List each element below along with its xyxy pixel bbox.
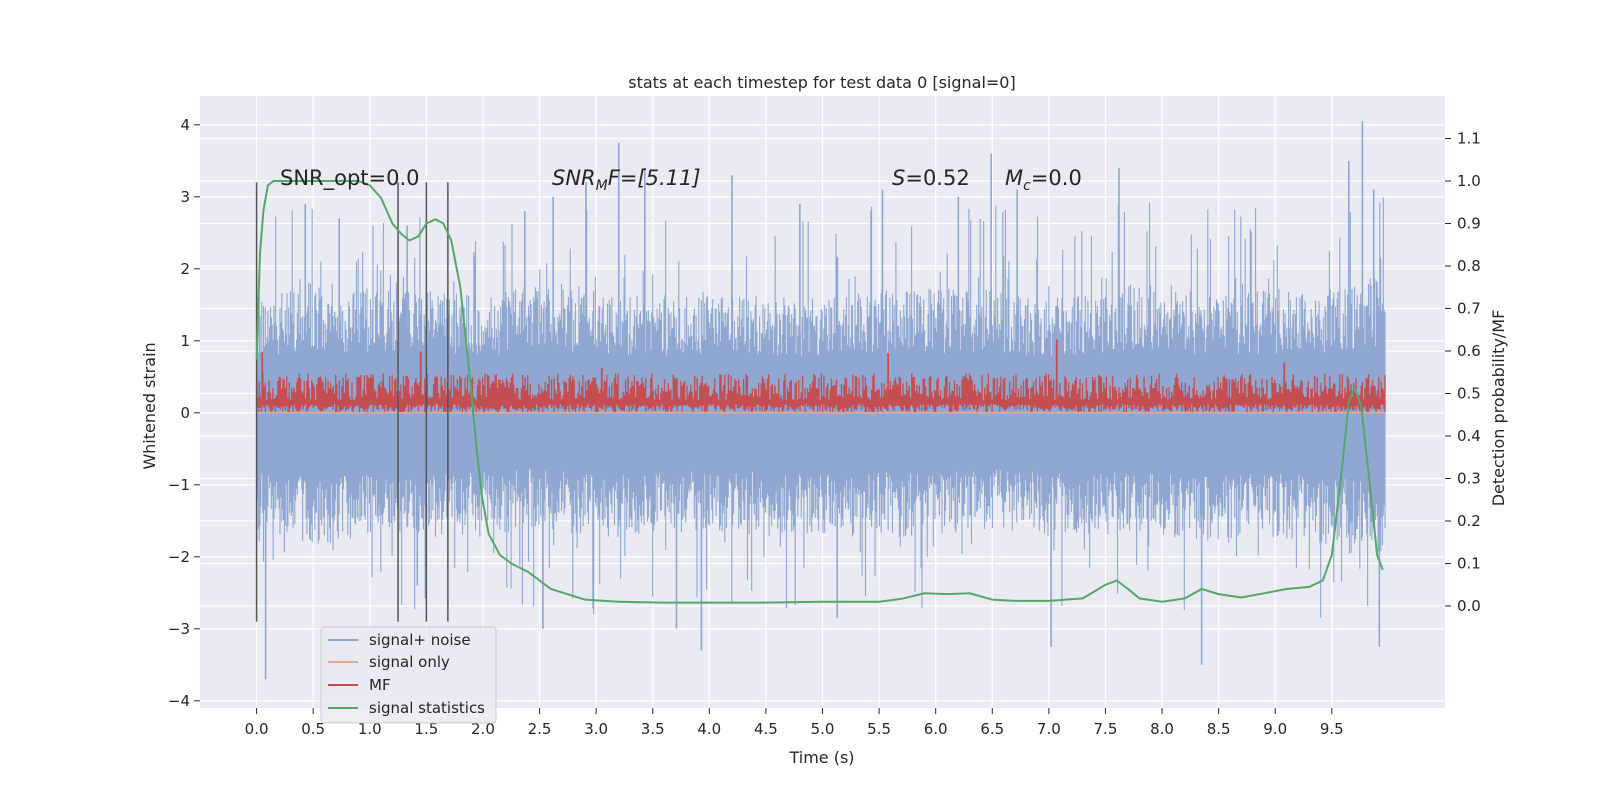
x-tick-label: 9.5: [1320, 720, 1344, 738]
snr-mf-rest: F=[5.11]: [608, 166, 701, 190]
y2-tick-label: 0.7: [1457, 300, 1481, 318]
y-tick-label: −3: [168, 620, 190, 638]
vertical-markers: [255, 182, 449, 622]
y-tick-label: 0: [180, 404, 190, 422]
x-tick-label: 5.0: [811, 720, 835, 738]
y2-tick-label: 0.8: [1457, 257, 1481, 275]
x-tick-label: 1.0: [358, 720, 382, 738]
y2-axis-ticks: 1.1 1.0 0.9 0.8 0.7 0.6 0.5 0.4 0.3 0.2 0.1 0.0: [1445, 130, 1481, 615]
y2-tick-label: 0.1: [1457, 555, 1481, 573]
y2-tick-label: 0.4: [1457, 427, 1481, 445]
s-label: S: [892, 166, 905, 190]
x-tick-label: 3.0: [584, 720, 608, 738]
annotation-snr-mf: SNRMF=[5.11]: [552, 166, 701, 194]
legend-label-signal-noise: signal+ noise: [369, 631, 471, 649]
chart-title: stats at each timestep for test data 0 […: [628, 73, 1015, 92]
y-tick-label: −1: [168, 476, 190, 494]
x-tick-label: 6.5: [980, 720, 1004, 738]
x-tick-label: 2.5: [528, 720, 552, 738]
legend-label-signal-statistics: signal statistics: [369, 699, 485, 717]
y2-tick-label: 1.0: [1457, 172, 1481, 190]
y-tick-label: 2: [180, 260, 190, 278]
annotation-s: S=0.52: [892, 166, 970, 190]
y2-tick-label: 1.1: [1457, 130, 1481, 148]
y2-tick-label: 0.9: [1457, 215, 1481, 233]
x-tick-label: 4.0: [697, 720, 721, 738]
x-tick-label: 2.0: [471, 720, 495, 738]
signal-statistics-line: [255, 180, 1384, 604]
y-tick-label: 3: [180, 188, 190, 206]
mc-base: M: [1005, 166, 1023, 190]
y-tick-label: −4: [168, 692, 190, 710]
x-tick-label: 8.5: [1207, 720, 1231, 738]
y-axis-label: Whitened strain: [140, 342, 159, 469]
y2-tick-label: 0.0: [1457, 597, 1481, 615]
x-axis-label: Time (s): [788, 748, 854, 767]
series-signal-statistics: [255, 180, 1384, 604]
x-tick-label: 6.0: [924, 720, 948, 738]
y-tick-label: 4: [180, 116, 190, 134]
series-mf: [255, 339, 1386, 413]
series-signal-noise: [256, 121, 1386, 680]
x-axis-ticks: 0.0 0.5 1.0 1.5 2.0 2.5 3.0 3.5 4.0 4.5 5.0 5.5 6.0 6…: [245, 708, 1344, 738]
x-tick-label: 8.0: [1150, 720, 1174, 738]
mc-sub: c: [1023, 178, 1031, 194]
x-tick-label: 3.5: [641, 720, 665, 738]
annotation-snr-opt: SNR_opt=0.0: [280, 166, 420, 191]
legend-box: [320, 626, 497, 724]
mc-value: =0.0: [1031, 166, 1082, 190]
y2-tick-label: 0.5: [1457, 385, 1481, 403]
y-axis-ticks: 4 3 2 1 0 −1 −2 −3 −4: [168, 116, 200, 710]
x-tick-label: 0.5: [301, 720, 325, 738]
y2-axis-label: Detection probability/MF: [1489, 310, 1508, 507]
y2-tick-label: 0.6: [1457, 342, 1481, 360]
x-tick-label: 7.5: [1094, 720, 1118, 738]
x-tick-label: 4.5: [754, 720, 778, 738]
x-tick-label: 9.0: [1263, 720, 1287, 738]
legend: signal+ noise signal only MF signal stat…: [320, 626, 497, 724]
x-tick-label: 1.5: [414, 720, 438, 738]
legend-label-signal-only: signal only: [369, 653, 450, 671]
y-tick-label: −2: [168, 548, 190, 566]
y2-tick-label: 0.3: [1457, 470, 1481, 488]
snr-mf-sub: M: [596, 178, 608, 194]
snr-mf-base: SNR: [552, 166, 596, 190]
s-value: =0.52: [905, 166, 969, 190]
y-tick-label: 1: [180, 332, 190, 350]
x-tick-label: 5.5: [867, 720, 891, 738]
legend-label-mf: MF: [369, 676, 391, 694]
x-tick-label: 7.0: [1037, 720, 1061, 738]
x-tick-label: 0.0: [245, 720, 269, 738]
annotation-mc: Mc=0.0: [1005, 166, 1082, 194]
y2-tick-label: 0.2: [1457, 512, 1481, 530]
